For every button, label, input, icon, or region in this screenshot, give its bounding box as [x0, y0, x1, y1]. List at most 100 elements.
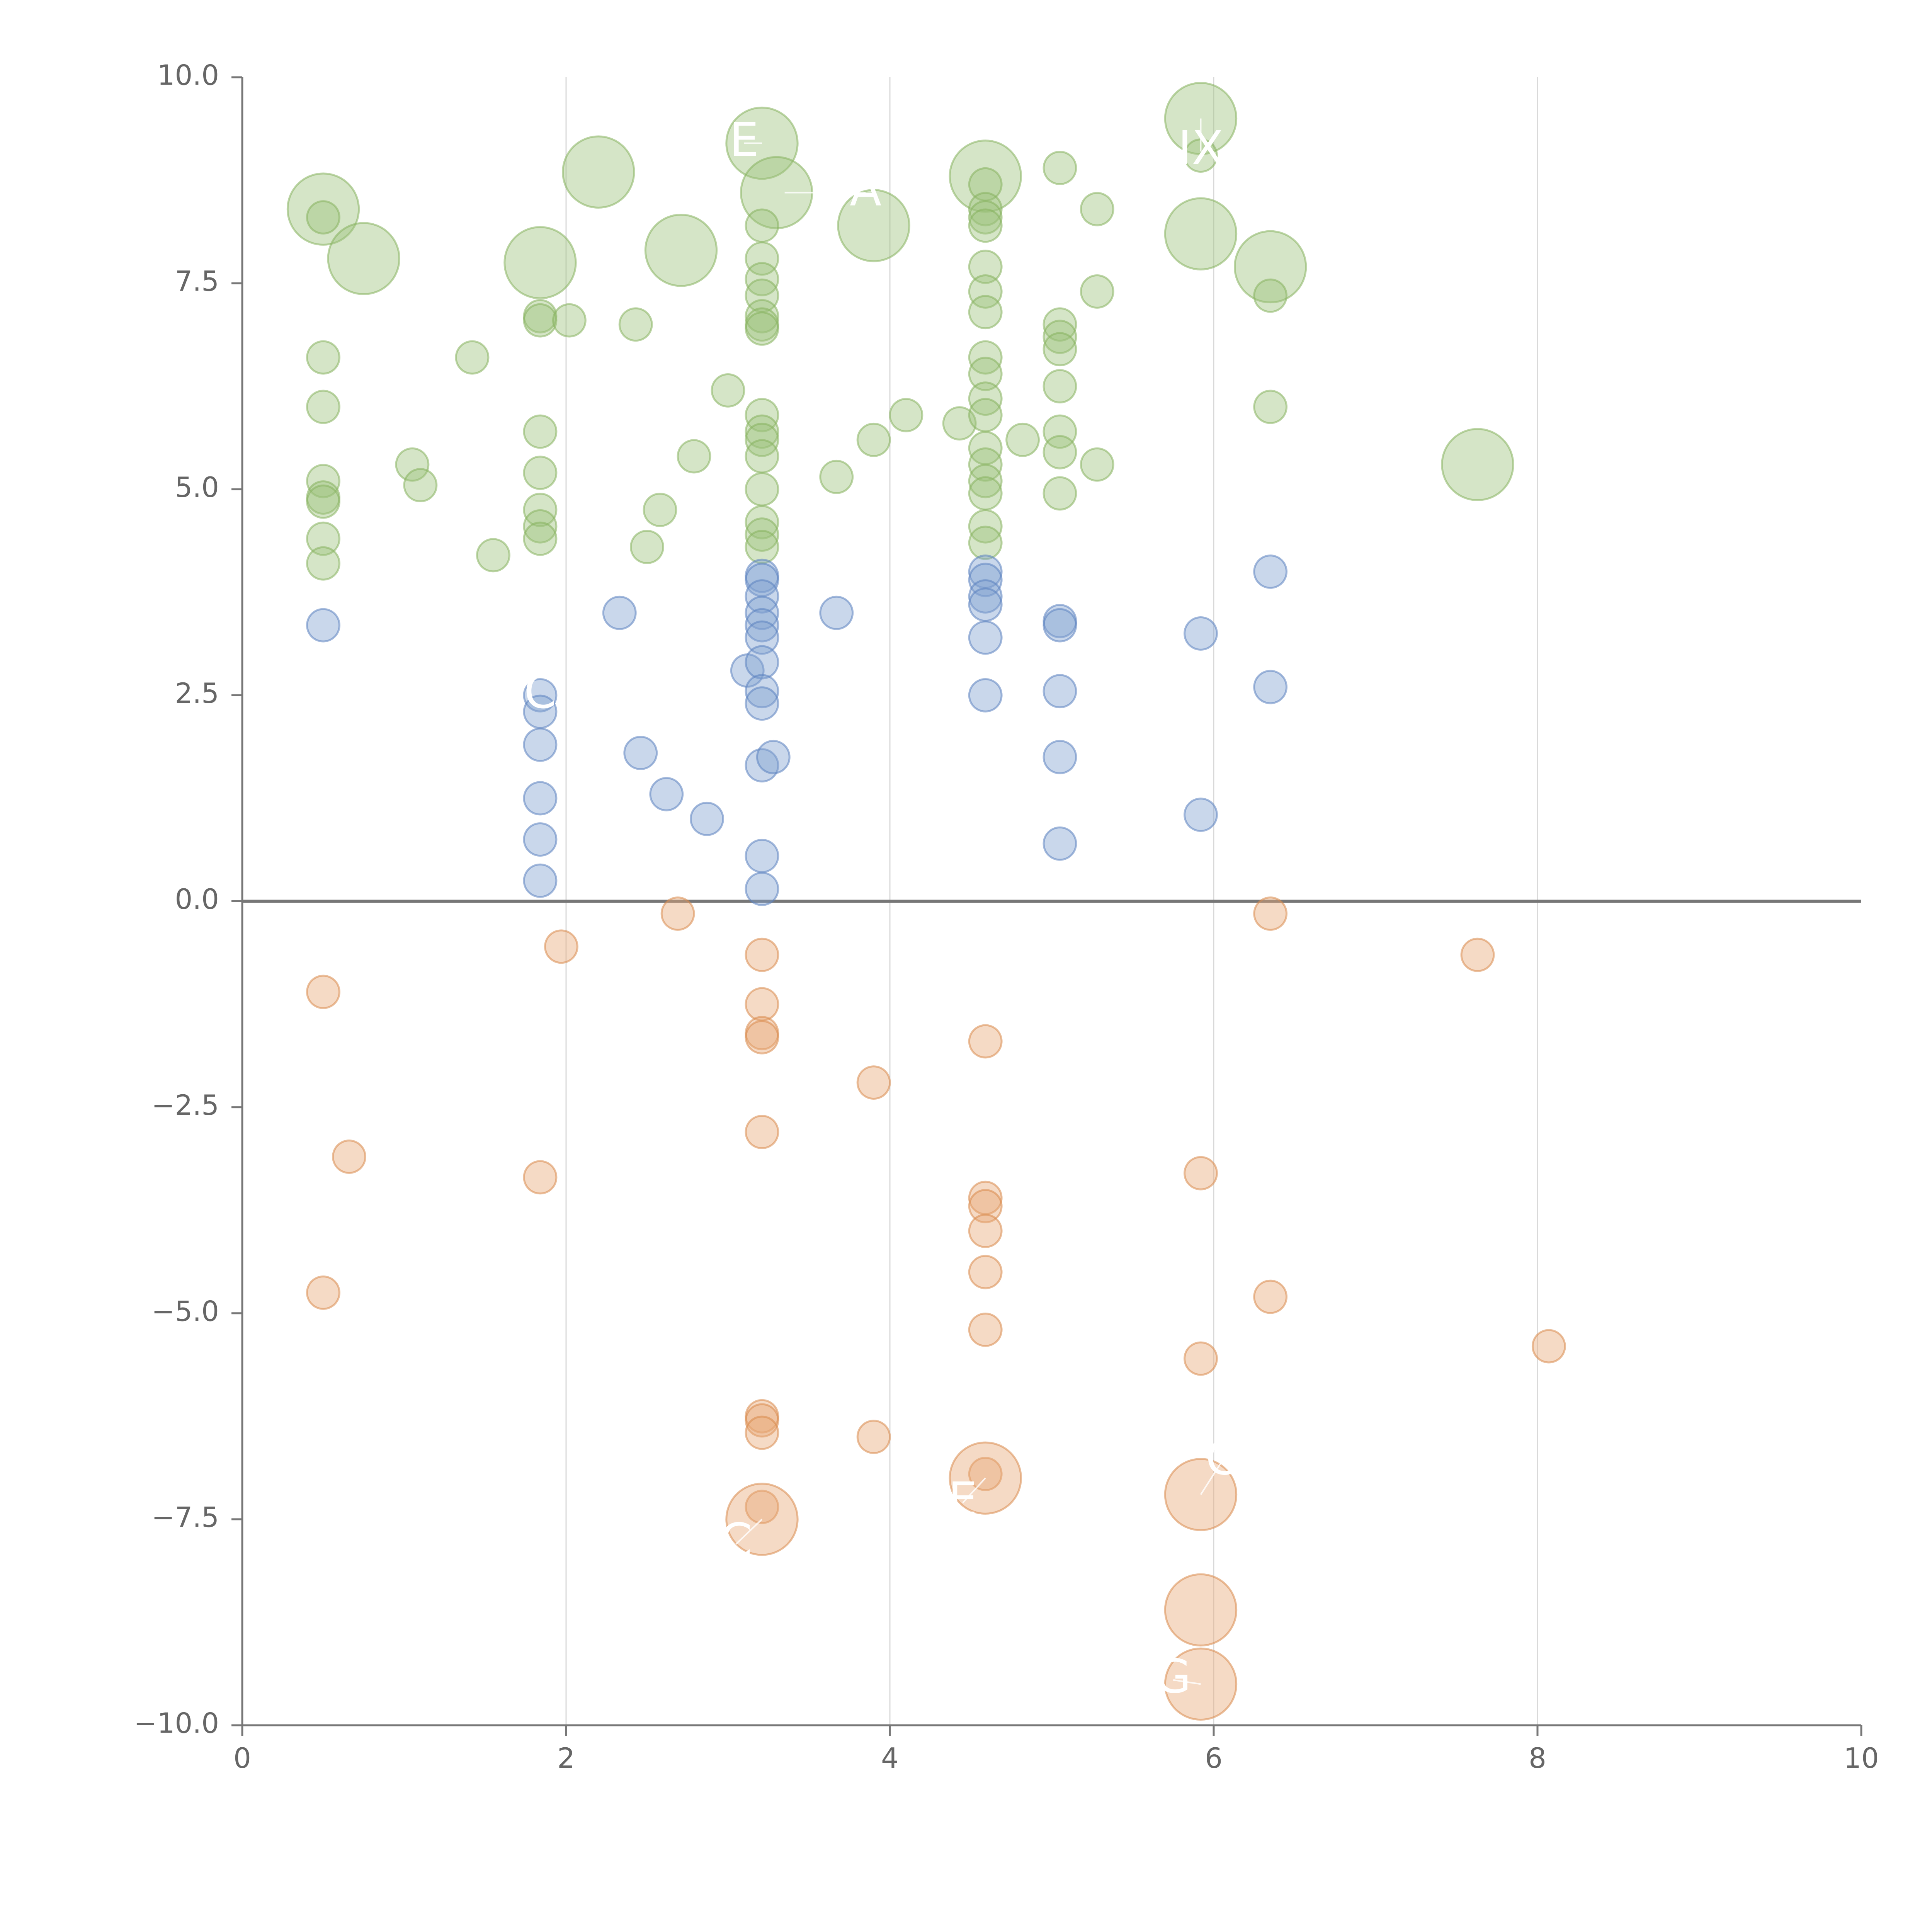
orange-point	[745, 1415, 779, 1450]
annotation-label: E	[730, 113, 759, 167]
blue-point	[690, 801, 724, 836]
green-point	[476, 538, 510, 573]
green-point	[968, 295, 1003, 330]
x-tick-label: 8	[1529, 1742, 1546, 1774]
green-point	[745, 241, 779, 276]
orange-point	[745, 1403, 779, 1438]
orange-point	[544, 929, 578, 964]
green-point	[306, 521, 340, 556]
annotation-label: C	[720, 1514, 752, 1568]
blue-point	[745, 686, 779, 721]
blue-point	[1184, 616, 1218, 651]
y-tick-label: 0.0	[175, 883, 219, 915]
green-point	[1080, 447, 1114, 482]
data-points	[286, 82, 1566, 1721]
green-point	[618, 307, 653, 342]
green-point	[1043, 476, 1077, 511]
green-point	[968, 398, 1003, 432]
orange-point	[306, 975, 340, 1009]
blue-point	[1043, 674, 1077, 709]
green-point	[745, 439, 779, 474]
annotation-label: IX	[1178, 122, 1224, 175]
blue-point	[523, 822, 558, 857]
green-point	[745, 311, 779, 346]
green-point	[306, 484, 340, 519]
green-point	[819, 459, 854, 494]
green-point	[523, 303, 558, 338]
blue-point	[523, 781, 558, 816]
green-point	[968, 200, 1003, 235]
green-point	[395, 447, 430, 482]
blue-point	[523, 863, 558, 898]
blue-point	[523, 727, 558, 762]
orange-point	[306, 1276, 340, 1310]
green-point	[1043, 369, 1077, 404]
green-point	[968, 476, 1003, 511]
green-point	[523, 521, 558, 556]
green-point	[745, 299, 779, 333]
blue-point	[968, 620, 1003, 655]
blue-point	[745, 872, 779, 906]
y-tick-label: 2.5	[175, 677, 219, 709]
green-point	[1043, 435, 1077, 469]
blue-point	[649, 777, 684, 811]
blue-point	[306, 608, 340, 643]
blue-point	[819, 595, 854, 630]
green-point	[644, 214, 718, 287]
blue-point	[1184, 798, 1218, 832]
green-point	[856, 422, 891, 457]
orange-point	[968, 1189, 1003, 1223]
green-point	[1043, 320, 1077, 354]
green-point	[837, 189, 910, 262]
green-point	[745, 530, 779, 564]
orange-point	[968, 1313, 1003, 1347]
blue-point	[623, 736, 658, 770]
green-point	[968, 357, 1003, 391]
orange-point	[968, 1457, 1003, 1491]
blue-point	[1043, 608, 1077, 643]
green-point	[1043, 414, 1077, 449]
green-point	[306, 546, 340, 581]
y-tick-label: 10.0	[157, 59, 219, 92]
green-point	[1253, 278, 1288, 313]
green-point	[968, 526, 1003, 560]
green-point	[523, 509, 558, 544]
blue-point	[968, 587, 1003, 622]
x-tick-label: 4	[881, 1742, 899, 1774]
blue-point	[1253, 554, 1288, 589]
orange-point	[1184, 1156, 1218, 1190]
green-point	[306, 389, 340, 424]
orange-point	[745, 1020, 779, 1054]
green-point	[1441, 428, 1514, 501]
blue-point	[1043, 740, 1077, 774]
green-point	[306, 200, 340, 235]
orange-point	[745, 987, 779, 1022]
orange-point	[1531, 1329, 1566, 1364]
blue-point	[745, 608, 779, 643]
y-tick-label: 5.0	[175, 471, 219, 503]
green-point	[503, 226, 577, 299]
orange-point	[745, 937, 779, 972]
annotation-leader	[962, 1477, 986, 1503]
annotation-leader	[1200, 1461, 1223, 1495]
orange-point	[1253, 1279, 1288, 1314]
blue-point	[745, 674, 779, 709]
blue-point	[1253, 670, 1288, 704]
orange-point	[745, 1115, 779, 1150]
green-point	[968, 464, 1003, 498]
annotation-leader	[735, 1519, 763, 1545]
green-point	[745, 505, 779, 539]
green-point	[327, 222, 400, 295]
green-point	[745, 472, 779, 507]
green-point	[455, 340, 490, 375]
green-point	[1253, 389, 1288, 424]
green-point	[286, 172, 360, 246]
orange-point	[660, 896, 695, 931]
annotation-label: A	[850, 163, 881, 216]
green-point	[523, 414, 558, 449]
blue-point	[745, 620, 779, 655]
green-point	[942, 406, 977, 441]
green-point	[1164, 197, 1238, 270]
annotation-label: G	[1155, 1650, 1191, 1704]
